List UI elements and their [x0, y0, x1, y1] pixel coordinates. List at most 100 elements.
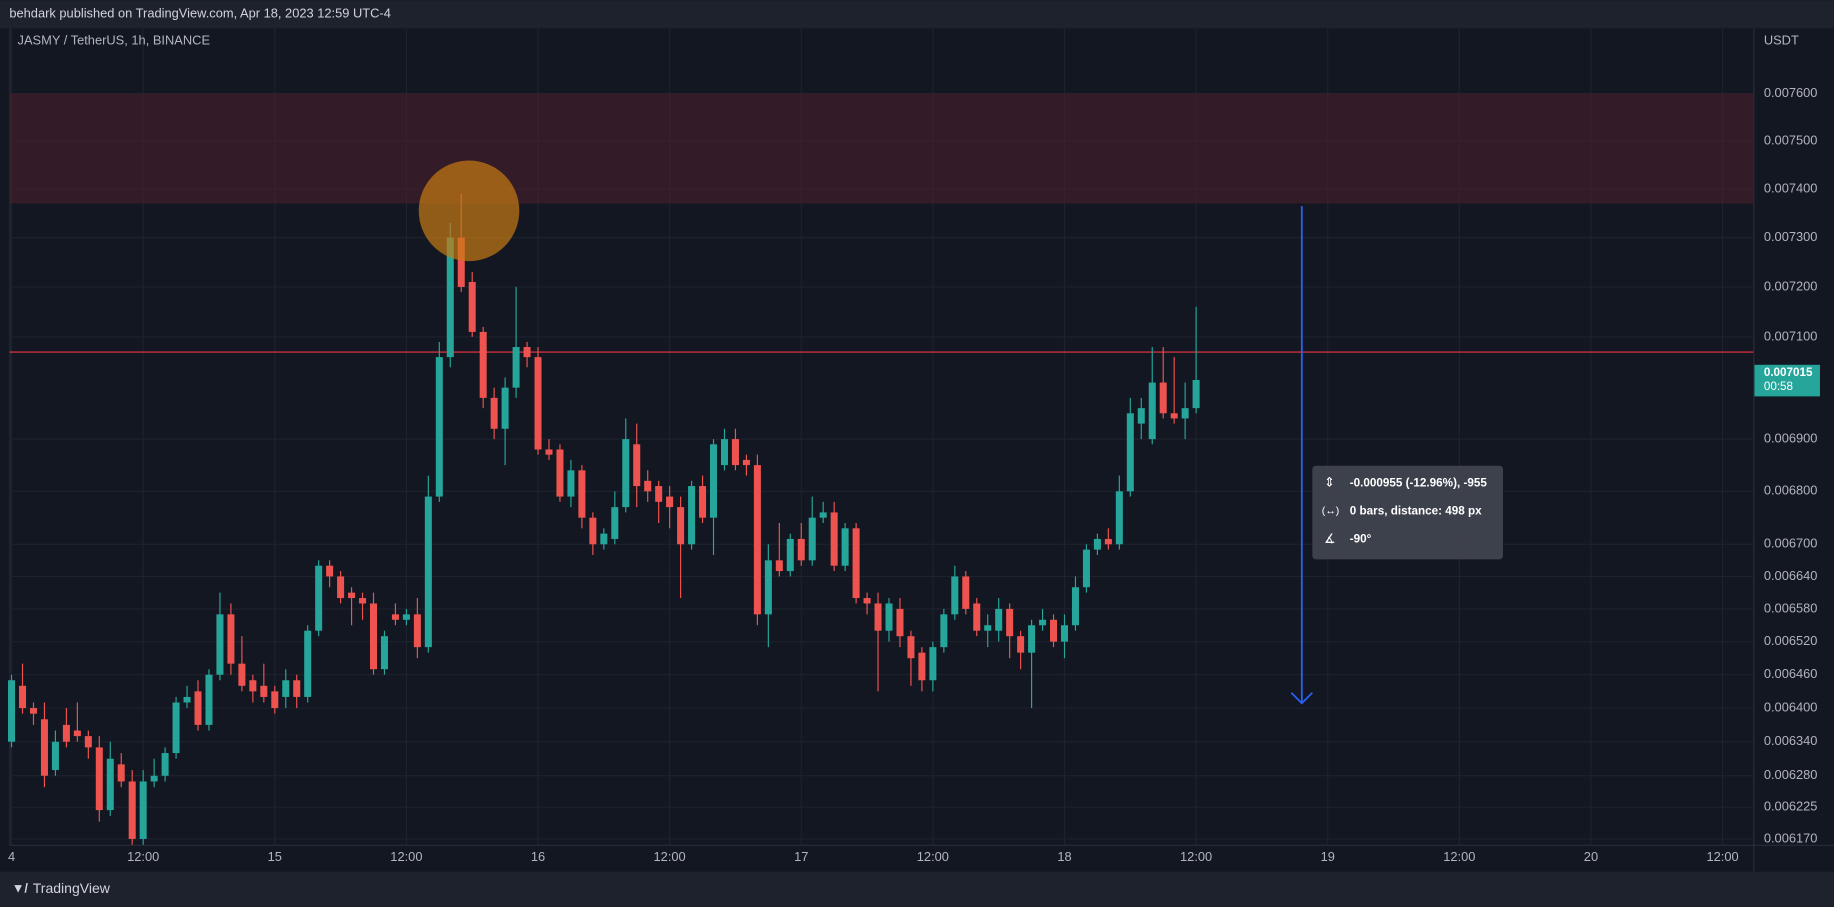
candle-body [457, 237, 465, 287]
candle-body [446, 237, 454, 358]
candle-body [885, 603, 893, 631]
icon: ∡ [1324, 531, 1336, 546]
candle-body [117, 764, 125, 782]
candle-body [589, 517, 597, 545]
candle-body [260, 685, 268, 697]
y-tick-label: 0.007100 [1764, 328, 1818, 343]
candle-body [359, 598, 367, 604]
candle-body [644, 480, 652, 492]
x-tick-label: 12:00 [1180, 849, 1212, 864]
y-tick-label: 0.007400 [1764, 180, 1818, 195]
y-tick-label: 0.006170 [1764, 830, 1818, 845]
countdown: 00:58 [1764, 380, 1793, 393]
candle-body [29, 708, 37, 714]
candle-body [139, 781, 147, 839]
x-tick-label: 12:00 [654, 849, 686, 864]
y-tick-label: 0.006800 [1764, 483, 1818, 498]
candle-body [128, 781, 136, 839]
candle-body [435, 357, 443, 497]
candle-body [1071, 587, 1079, 626]
candle-body [567, 470, 575, 497]
candle-body [512, 347, 520, 388]
price-label-box [1754, 364, 1820, 397]
candle-body [380, 636, 388, 670]
candle-body [337, 576, 345, 599]
icon: (↔) [1322, 505, 1340, 517]
candle-body [808, 517, 816, 561]
candle-body [1159, 382, 1167, 414]
x-tick-label: 18 [1057, 849, 1071, 864]
measure-bars: 0 bars, distance: 498 px [1350, 504, 1482, 517]
candle-body [1060, 625, 1069, 642]
candle-body [764, 560, 772, 615]
candle-body [720, 439, 728, 466]
y-tick-label: 0.006900 [1764, 430, 1818, 445]
candle-body [490, 397, 498, 429]
candle-body [995, 608, 1003, 631]
header-text: behdark published on TradingView.com, Ap… [9, 6, 391, 21]
y-tick-label: 0.006640 [1764, 568, 1818, 583]
x-tick-label: 12:00 [390, 849, 422, 864]
candle-body [940, 614, 948, 648]
candle-body [172, 702, 180, 754]
candle-body [710, 444, 718, 518]
candle-body [753, 465, 761, 615]
candle-body [424, 496, 432, 648]
x-tick-label: 12:00 [917, 849, 949, 864]
candle-body [775, 560, 783, 572]
candle-body [1082, 549, 1090, 588]
candle-body [249, 680, 257, 692]
candle-body [161, 753, 169, 776]
candle-body [315, 565, 323, 631]
candle-body [84, 736, 92, 748]
candle-body [1006, 608, 1014, 637]
candle-body [501, 387, 509, 429]
candle-body [918, 652, 926, 681]
candle-body [8, 680, 16, 742]
icon: ⇕ [1324, 475, 1335, 490]
candle-body [304, 630, 312, 697]
candle-body [951, 576, 959, 615]
footer-brand: TradingView [33, 880, 111, 896]
x-tick-label: 20 [1584, 849, 1598, 864]
y-tick-label: 0.007200 [1764, 278, 1818, 293]
candle-body [742, 459, 750, 466]
candle-body [227, 614, 235, 664]
x-tick-label: 12:00 [127, 849, 159, 864]
candle-body [205, 674, 213, 725]
price-label: 0.007015 [1764, 366, 1813, 379]
x-tick-label: 4 [8, 849, 15, 864]
candle-body [194, 691, 202, 725]
y-tick-label: 0.006580 [1764, 600, 1818, 615]
candle-body [962, 576, 970, 609]
candle-body [326, 565, 334, 577]
y-tick-label: 0.006225 [1764, 799, 1818, 814]
arrow-head [1290, 692, 1313, 705]
y-axis-label: USDT [1764, 33, 1799, 48]
candle-body [95, 747, 103, 811]
x-tick-label: 17 [794, 849, 808, 864]
candle-body [600, 533, 608, 545]
header-bar [0, 0, 1834, 29]
x-tick-label: 16 [531, 849, 545, 864]
x-tick-label: 19 [1321, 849, 1335, 864]
y-tick-label: 0.006280 [1764, 767, 1818, 782]
candle-body [1126, 413, 1134, 492]
candle-body [973, 603, 981, 631]
candle-body [1017, 636, 1025, 653]
candle-body [62, 724, 70, 742]
candle-body [830, 512, 838, 566]
candle-body [611, 507, 619, 539]
candle-body [1050, 619, 1058, 642]
candle-body [666, 496, 674, 508]
candle-body [786, 538, 794, 572]
candle-body [819, 512, 827, 518]
candle-body [150, 775, 158, 782]
candle-body [216, 614, 224, 675]
candle-body [73, 730, 81, 737]
candle-body [183, 696, 191, 703]
candle-body [523, 347, 531, 358]
candle-body [402, 614, 410, 620]
candle-body [369, 603, 378, 670]
